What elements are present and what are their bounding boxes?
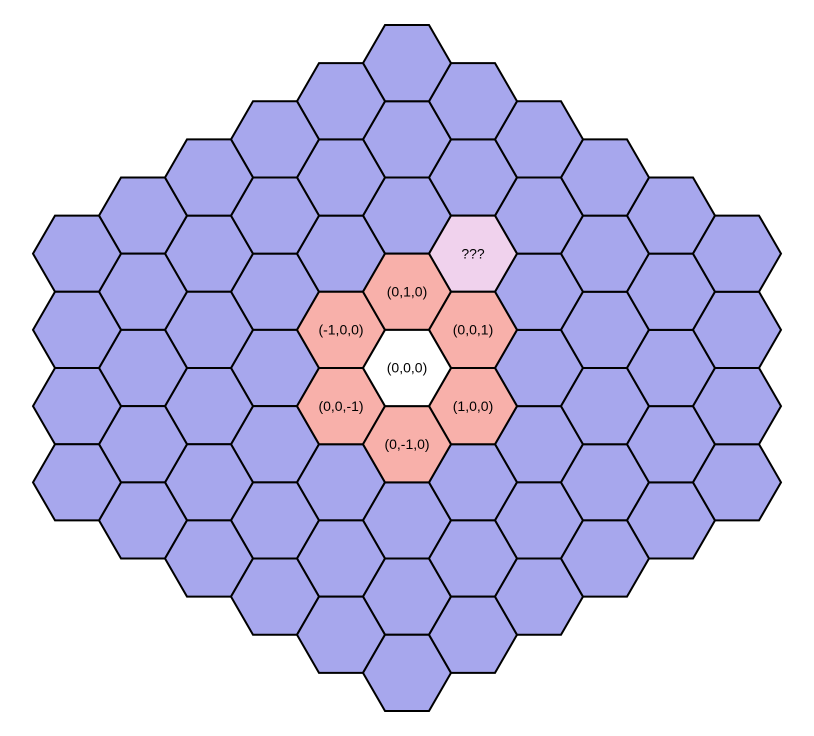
hex-grid-diagram: (0,0,0) (1,0,0) (-1,0,0) (0,1,0) (0,0,1) (0,0… — [0, 0, 814, 736]
hex-label: (0,-1,0) — [384, 436, 429, 452]
hex-label: (0,0,-1) — [318, 398, 363, 414]
hex-label: (0,0,1) — [453, 322, 493, 338]
hex-label: (1,0,0) — [453, 398, 493, 414]
hex-label: (-1,0,0) — [318, 322, 363, 338]
hex-label: (0,1,0) — [387, 283, 427, 299]
hex-label: ??? — [461, 245, 485, 261]
hex-label: (0,0,0) — [387, 360, 427, 376]
